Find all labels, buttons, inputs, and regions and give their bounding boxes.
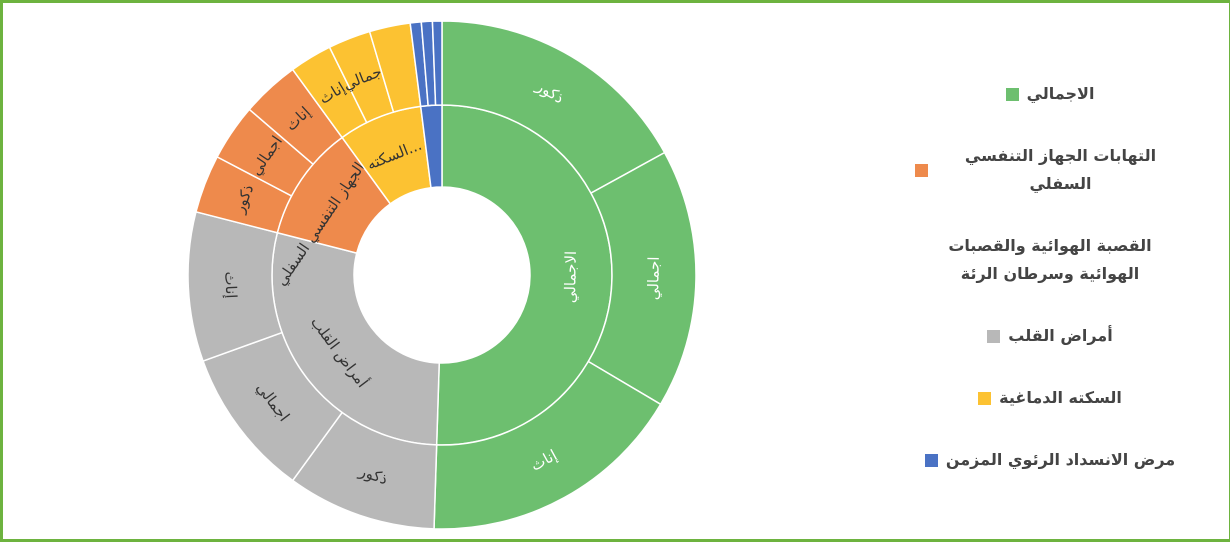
legend-item: القصبة الهوائية والقصبات الهوائية وسرطان…: [900, 232, 1200, 288]
legend-swatch: [914, 163, 928, 177]
segment-label: اجمالي: [644, 256, 664, 300]
legend-item: مرض الانسداد الرئوي المزمن: [900, 446, 1200, 474]
legend-item: التهابات الجهاز التنفسي السفلي: [900, 142, 1200, 198]
segment-label: إناث: [221, 271, 240, 299]
legend-item: الاجمالي: [900, 80, 1200, 108]
legend-swatch: [924, 453, 938, 467]
legend-label: مرض الانسداد الرئوي المزمن: [945, 450, 1176, 469]
segment-label: الاجمالي: [561, 251, 581, 304]
legend-label: أمراض القلب: [1008, 326, 1113, 345]
legend-item: أمراض القلب: [900, 322, 1200, 350]
legend-label: الاجمالي: [1026, 84, 1095, 103]
legend-swatch: [1005, 87, 1019, 101]
legend-label: القصبة الهوائية والقصبات الهوائية وسرطان…: [948, 236, 1152, 283]
legend: الاجمالي التهابات الجهاز التنفسي السفلي ال…: [900, 80, 1200, 508]
outer-segment: [431, 20, 443, 106]
legend-swatch: [987, 329, 1001, 343]
legend-label: التهابات الجهاز التنفسي السفلي: [964, 146, 1157, 193]
legend-item: السكته الدماغية: [900, 384, 1200, 412]
legend-label: السكته الدماغية: [999, 388, 1122, 407]
legend-swatch: [978, 391, 992, 405]
